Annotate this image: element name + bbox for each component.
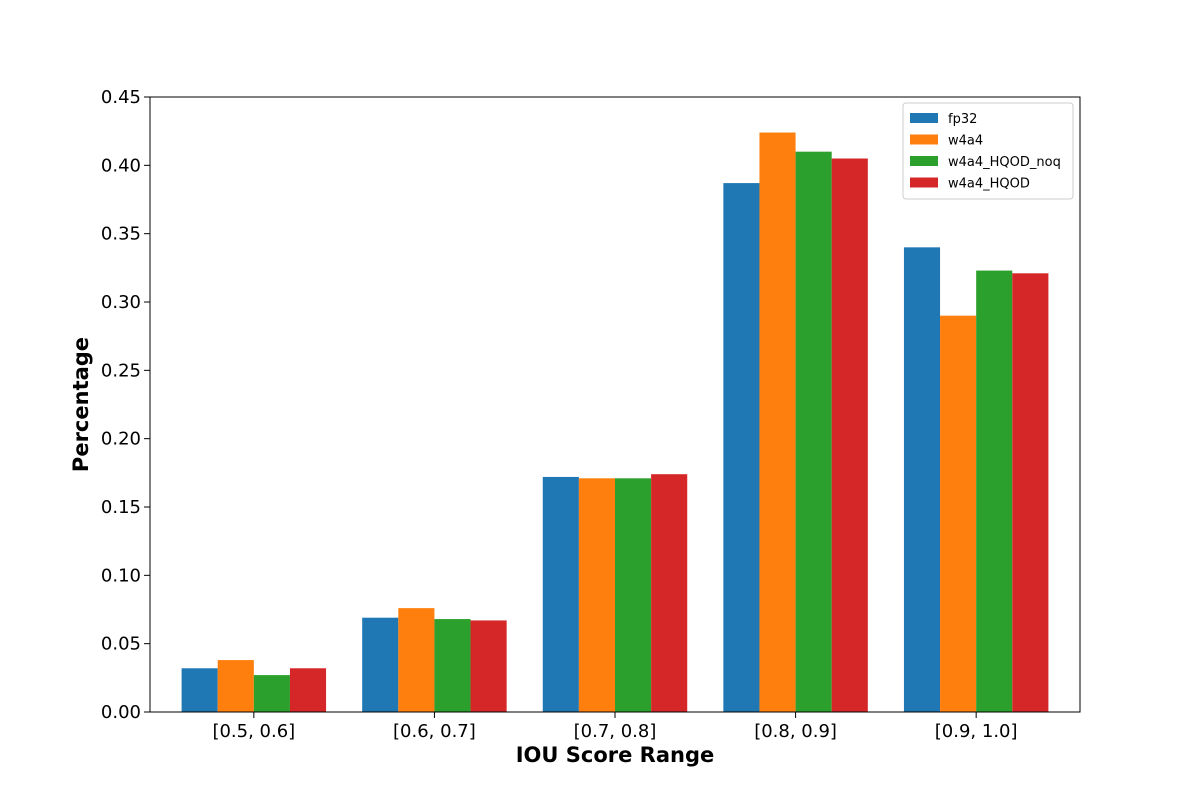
bar-w4a4_HQOD_noq-2 bbox=[615, 478, 652, 712]
x-tick-label: [0.8, 0.9] bbox=[754, 721, 837, 742]
y-tick-label: 0.35 bbox=[101, 224, 141, 245]
bar-fp32-2 bbox=[542, 476, 579, 712]
x-tick-label: [0.7, 0.8] bbox=[574, 721, 657, 742]
bar-fp32-3 bbox=[723, 183, 760, 713]
bar-w4a4_HQOD-1 bbox=[470, 620, 507, 712]
bar-w4a4_HQOD-4 bbox=[1012, 273, 1049, 712]
bar-w4a4_HQOD-3 bbox=[831, 158, 868, 712]
y-tick-label: 0.20 bbox=[101, 429, 141, 450]
bar-w4a4_HQOD-2 bbox=[651, 474, 688, 712]
bars bbox=[181, 132, 1049, 713]
x-axis: [0.5, 0.6] [0.6, 0.7] [0.7, 0.8] [0.8, 0.9]… bbox=[212, 712, 1018, 742]
y-tick-label: 0.05 bbox=[101, 634, 141, 655]
bar-fp32-4 bbox=[903, 247, 941, 713]
legend-label-w4a4_HQOD_noq: w4a4_HQOD_noq bbox=[948, 155, 1061, 170]
legend-box bbox=[902, 102, 1074, 200]
y-tick-label: 0.45 bbox=[101, 87, 141, 108]
bar-w4a4-1 bbox=[398, 608, 435, 712]
bar-w4a4_HQOD_noq-4 bbox=[976, 270, 1013, 712]
legend-label-w4a4: w4a4 bbox=[948, 134, 983, 149]
bar-w4a4-4 bbox=[940, 315, 977, 712]
bar-w4a4-0 bbox=[217, 660, 254, 712]
y-tick-label: 0.25 bbox=[101, 360, 141, 381]
y-tick-label: 0.30 bbox=[101, 292, 141, 313]
bar-w4a4_HQOD_noq-0 bbox=[253, 675, 290, 712]
legend-swatch-fp32 bbox=[910, 113, 938, 123]
legend-swatch-w4a4 bbox=[910, 134, 938, 145]
legend-label-w4a4_HQOD: w4a4_HQOD bbox=[948, 177, 1030, 192]
y-tick-label: 0.00 bbox=[101, 702, 141, 723]
x-tick-label: [0.9, 1.0] bbox=[935, 721, 1018, 742]
x-tick-label: [0.5, 0.6] bbox=[212, 721, 295, 742]
y-axis: 0.00 0.05 0.10 0.15 0.20 0.25 0.30 0.35 0.40 0.45 bbox=[101, 87, 150, 723]
bar-w4a4-2 bbox=[578, 478, 615, 712]
y-tick-label: 0.40 bbox=[101, 155, 141, 176]
bar-w4a4_HQOD_noq-3 bbox=[795, 151, 832, 712]
bar-fp32-1 bbox=[362, 617, 399, 712]
legend[interactable]: fp32 w4a4 w4a4_HQOD_noq w4a4_HQOD bbox=[902, 102, 1074, 200]
x-axis-title: IOU Score Range bbox=[516, 743, 715, 767]
legend-swatch-w4a4_HQOD_noq bbox=[910, 156, 938, 166]
bar-w4a4-3 bbox=[759, 132, 796, 713]
bar-w4a4_HQOD-0 bbox=[289, 668, 327, 712]
legend-swatch-w4a4_HQOD bbox=[910, 177, 938, 188]
bar-fp32-0 bbox=[181, 668, 218, 712]
y-tick-label: 0.10 bbox=[101, 565, 141, 586]
bar-w4a4_HQOD_noq-1 bbox=[434, 619, 471, 712]
legend-label-fp32: fp32 bbox=[948, 112, 977, 127]
y-axis-title: Percentage bbox=[69, 337, 93, 472]
x-tick-label: [0.6, 0.7] bbox=[393, 721, 476, 742]
y-tick-label: 0.15 bbox=[101, 497, 141, 518]
